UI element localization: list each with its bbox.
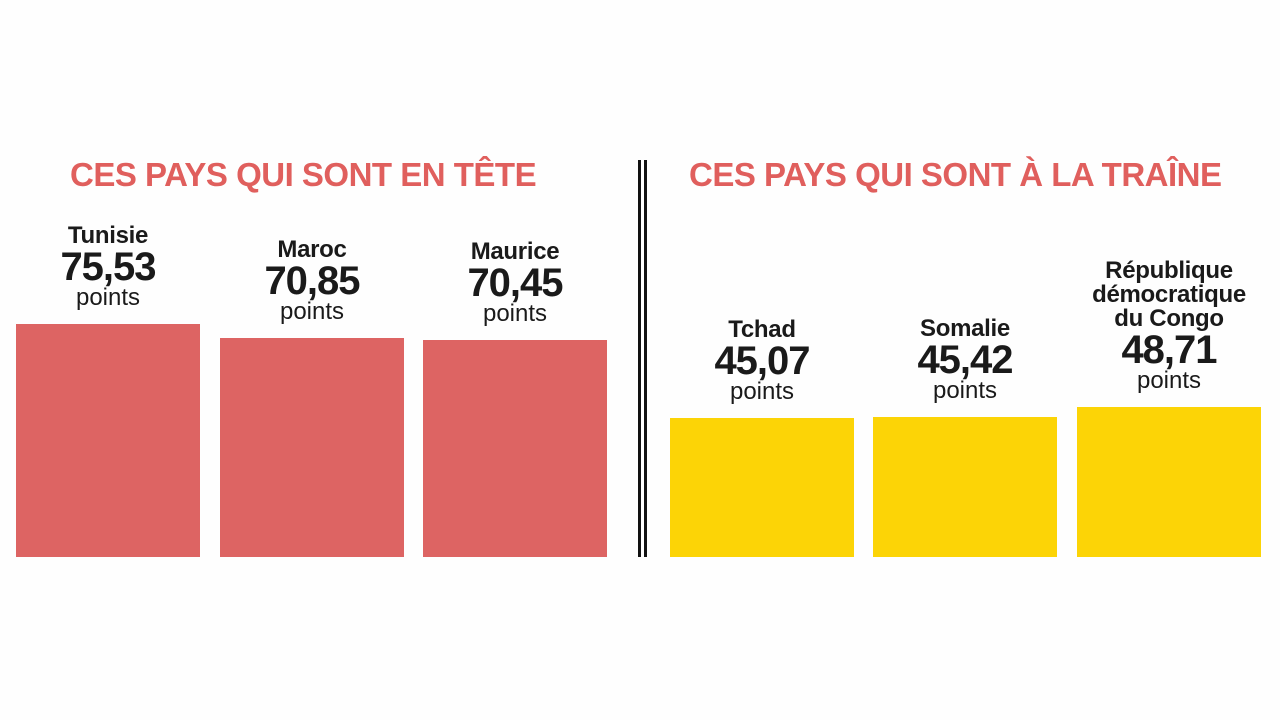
left-chart-title: CES PAYS QUI SONT EN TÊTE (70, 156, 537, 193)
right-chart-title: CES PAYS QUI SONT À LA TRAÎNE (689, 156, 1222, 193)
value-label: 70,85 (264, 259, 360, 304)
category-label: démocratique (1092, 280, 1246, 308)
unit-label: points (729, 377, 795, 405)
bar-r-publique-d-mocratique-du-congo (1077, 406, 1261, 557)
category-label: République (1105, 256, 1233, 284)
value-label: 75,53 (60, 245, 156, 289)
bar-label: République démocratique du Congo 48,71 point… (1077, 256, 1261, 394)
bar-maroc (220, 338, 404, 557)
bar-maurice (423, 339, 607, 557)
value-label: 45,42 (917, 337, 1013, 382)
bar-label: Maurice 70,45 points (423, 237, 607, 327)
value-label: 70,45 (467, 260, 563, 305)
bar-label: Somalie 45,42 points (873, 314, 1057, 404)
bar-label: Tunisie 75,53 points (16, 224, 200, 310)
unit-label: points (279, 298, 345, 326)
divider-line (644, 160, 647, 557)
category-label: Maroc (277, 236, 347, 264)
unit-label: points (482, 299, 548, 327)
bar-label: Tchad 45,07 points (670, 315, 854, 405)
category-label: Maurice (470, 237, 560, 265)
bar-label: Maroc 70,85 points (220, 238, 404, 324)
bar-tunisie (16, 323, 200, 557)
unit-label: points (75, 284, 141, 311)
value-label: 45,07 (714, 338, 810, 383)
category-label: Somalie (920, 314, 1010, 342)
value-label: 48,71 (1121, 327, 1217, 372)
category-label: du Congo (1114, 304, 1224, 332)
category-label: Tunisie (67, 222, 149, 249)
category-label: Tchad (728, 315, 796, 343)
unit-label: points (1136, 366, 1202, 394)
divider-line (638, 160, 641, 557)
unit-label: points (932, 376, 998, 404)
bar-somalie (873, 416, 1057, 557)
bar-tchad (670, 417, 854, 557)
